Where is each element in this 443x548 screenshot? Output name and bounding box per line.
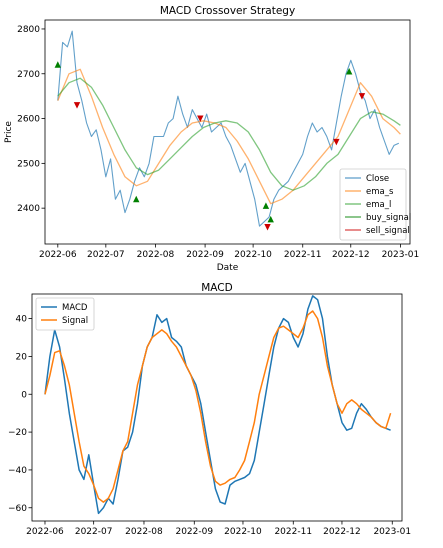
x-tick-label: 2022-12	[323, 527, 361, 537]
y-tick-label: −60	[8, 504, 27, 514]
y-tick-label: 2700	[17, 70, 40, 80]
x-tick-label: 2022-10	[234, 250, 272, 260]
buy-signal-marker	[133, 195, 140, 203]
legend-box	[339, 168, 407, 241]
x-tick-label: 2023-01	[382, 250, 420, 260]
sell-signal-marker	[358, 93, 366, 100]
x-axis-label: Date	[217, 263, 239, 273]
x-tick-label: 2022-07	[87, 250, 125, 260]
y-tick-label: −40	[8, 466, 27, 476]
legend-label-signal: Signal	[62, 316, 88, 326]
sell-signal-marker	[73, 102, 81, 109]
x-tick-label: 2022-06	[39, 250, 77, 260]
x-tick-label: 2022-12	[332, 250, 370, 260]
sell-signal-marker	[197, 115, 204, 123]
y-tick-label: 2400	[17, 204, 40, 214]
legend-label-ema-s: ema_s	[366, 187, 394, 197]
y-tick-label: 2600	[17, 115, 40, 125]
legend-box	[35, 297, 95, 331]
x-tick-label: 2022-10	[224, 527, 262, 537]
legend-label-buy-signal: buy_signal	[366, 213, 411, 223]
sell-signal-marker	[333, 138, 340, 146]
x-tick-label: 2022-11	[284, 250, 322, 260]
plot-frame	[44, 19, 411, 245]
legend-label-close: Close	[366, 174, 389, 184]
sell-signal-marker	[264, 223, 271, 231]
macd-chart: MACD 2022-06 2022-07 2022-08 2022-09 2022-10 2…	[8, 282, 411, 537]
price-chart: MACD Crossover Strategy 2022-06 2022-07 202…	[4, 5, 419, 273]
x-tick-label: 2022-07	[75, 527, 113, 537]
y-tick-label: −20	[8, 428, 27, 438]
plot-frame	[31, 293, 403, 522]
legend-label-ema-l: ema_l	[366, 200, 391, 210]
legend-label-macd: MACD	[62, 303, 88, 313]
series-line-signal	[44, 310, 392, 503]
x-tick-label: 2023-01	[373, 527, 411, 537]
y-tick-label: 0	[21, 390, 27, 400]
legend-label-sell-signal: sell_signal	[366, 226, 410, 236]
x-tick-label: 2022-09	[175, 527, 213, 537]
series-line-ema-l	[57, 77, 401, 191]
chart-title: MACD Crossover Strategy	[160, 5, 295, 17]
x-tick-label: 2022-06	[26, 527, 64, 537]
y-tick-label: 2800	[17, 25, 40, 35]
x-tick-label: 2022-11	[274, 527, 312, 537]
x-tick-label: 2022-09	[186, 250, 224, 260]
buy-signal-marker	[345, 68, 353, 75]
x-tick-label: 2022-08	[125, 527, 163, 537]
buy-signal-marker	[267, 215, 274, 223]
buy-signal-marker	[262, 202, 270, 209]
y-tick-label: 2500	[17, 159, 40, 169]
buy-signal-marker	[54, 61, 62, 68]
series-line-close	[57, 30, 400, 227]
y-axis-label: Price	[4, 121, 14, 143]
y-tick-label: 20	[16, 352, 28, 362]
chart-title: MACD	[201, 282, 232, 294]
y-tick-label: 40	[16, 315, 28, 325]
series-line-ema-s	[57, 68, 401, 205]
x-tick-label: 2022-08	[137, 250, 175, 260]
series-line-macd	[44, 295, 391, 515]
